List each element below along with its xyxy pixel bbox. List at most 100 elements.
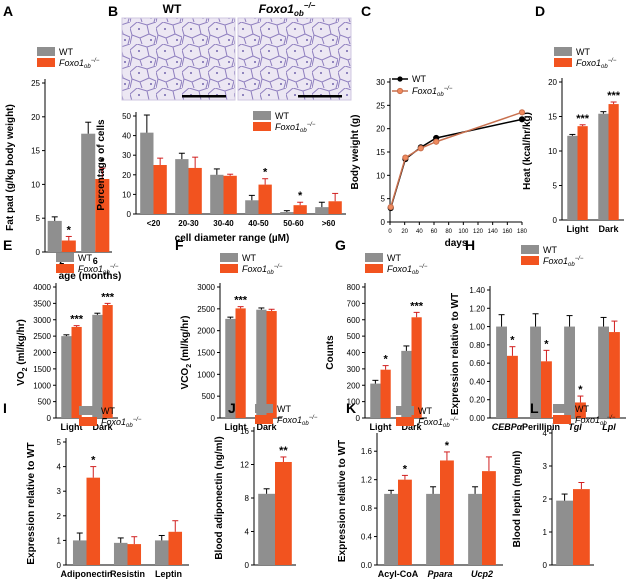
bar-wt bbox=[113, 542, 128, 565]
legend-label-ko: Foxo1ob−/− bbox=[277, 415, 318, 427]
panel-E: E 0 500 1000 1500 2000 2500 3000 3500 4000 VO2 (ml… bbox=[3, 237, 119, 432]
bar-wt bbox=[556, 500, 573, 565]
significance-mark: * bbox=[445, 440, 450, 452]
legend-label-ko: Foxo1ob−/− bbox=[59, 58, 100, 70]
panel-letter: L bbox=[530, 400, 539, 416]
y-axis-label: Expression relative to WT bbox=[26, 442, 37, 564]
bar-wt bbox=[384, 493, 398, 565]
series-line-ko bbox=[390, 111, 523, 208]
significance-mark: *** bbox=[101, 291, 115, 303]
panel-G: G 0 100 200 300 400 500 600 700 800 Counts * Light **… bbox=[325, 237, 428, 432]
series-line-wt bbox=[390, 118, 523, 209]
category-label: 50-60 bbox=[283, 219, 304, 228]
significance-mark: ** bbox=[279, 445, 288, 457]
significance-mark: * bbox=[263, 167, 268, 179]
y-tick-label: 500 bbox=[347, 332, 361, 341]
legend-label-wt: WT bbox=[275, 111, 289, 121]
x-tick-label: 0 bbox=[388, 229, 392, 235]
panel-C: C 0 5 10 15 20 25 30 Body weight (g) 0 20 40 60 80 100… bbox=[350, 3, 528, 249]
bar-wt bbox=[280, 212, 294, 214]
y-tick-label: 20 bbox=[548, 78, 557, 87]
legend-swatch-ko bbox=[37, 58, 55, 67]
legend-swatch-ko bbox=[56, 264, 74, 273]
y-tick-label: 100 bbox=[347, 398, 361, 407]
data-point-wt bbox=[518, 116, 526, 123]
y-axis-label: Fat pad (g/kg body weight) bbox=[5, 104, 16, 231]
y-tick-label: 1.00 bbox=[469, 323, 485, 332]
y-tick-label: 4 bbox=[57, 463, 62, 472]
y-tick-label: 5 bbox=[381, 195, 386, 204]
legend-label-ko: Foxo1ob−/− bbox=[418, 417, 459, 429]
y-tick-label: 10 bbox=[376, 171, 385, 180]
y-tick-label: 4000 bbox=[33, 283, 51, 292]
y-tick-label: 1500 bbox=[197, 349, 215, 358]
histology-ko-label: Foxo1ob−/− bbox=[259, 1, 316, 18]
legend-swatch-ko bbox=[220, 264, 238, 273]
bar-ko bbox=[266, 311, 277, 418]
bar-wt bbox=[92, 314, 103, 418]
y-tick-label: 25 bbox=[376, 101, 385, 110]
y-tick-label: 3 bbox=[57, 487, 62, 496]
legend-marker-wt bbox=[397, 76, 403, 82]
y-tick-label: 0 bbox=[245, 561, 250, 570]
bar-ko bbox=[411, 317, 422, 418]
y-tick-label: 50 bbox=[122, 112, 131, 121]
bar-ko bbox=[577, 126, 588, 220]
y-axis-label: Blood adiponectin (ng/ml) bbox=[214, 436, 225, 559]
panel-letter: G bbox=[335, 237, 346, 253]
bar-ko bbox=[168, 531, 183, 565]
bar-wt bbox=[468, 493, 482, 565]
bar-wt bbox=[47, 220, 62, 252]
data-point-ko bbox=[433, 138, 440, 145]
category-label: 30-40 bbox=[213, 219, 234, 228]
y-tick-label: 0.20 bbox=[469, 396, 485, 405]
panel-letter: A bbox=[3, 3, 13, 19]
panel-I: I 0 1 2 3 4 5 Expression relative to WT * Adipone… bbox=[3, 400, 189, 579]
panel-B: B 0 10 20 30 40 50 Percentage of cells <20 20-30 3… bbox=[96, 3, 346, 244]
y-tick-label: 4 bbox=[543, 429, 548, 438]
y-tick-label: 0 bbox=[57, 561, 62, 570]
legend-C: WT Foxo1ob−/− bbox=[392, 74, 453, 98]
y-tick-label: 16 bbox=[240, 427, 249, 436]
y-axis-label: Blood leptin (mg/ml) bbox=[512, 451, 523, 548]
bar-ko bbox=[258, 184, 272, 214]
legend-swatch-wt bbox=[396, 406, 414, 415]
x-tick-label: 20 bbox=[401, 229, 408, 235]
category-label: Perillipin bbox=[522, 422, 560, 432]
x-axis-label: age (months) bbox=[59, 271, 122, 282]
legend-marker-ko bbox=[396, 87, 404, 95]
y-axis-label: Expression relative to WT bbox=[450, 293, 461, 415]
legend-swatch-wt bbox=[56, 253, 74, 262]
category-label: Ucp2 bbox=[471, 569, 493, 579]
category-label: Light bbox=[370, 422, 392, 432]
legend-label-wt: WT bbox=[418, 406, 432, 416]
y-tick-label: 20 bbox=[31, 113, 40, 122]
y-tick-label: 3000 bbox=[33, 316, 51, 325]
bar-ko bbox=[71, 326, 82, 418]
y-tick-label: 500 bbox=[202, 392, 216, 401]
legend-label-ko: Foxo1ob−/− bbox=[543, 256, 584, 268]
y-tick-label: 30 bbox=[122, 151, 131, 160]
legend-swatch-ko bbox=[553, 415, 571, 424]
legend-swatch-ko bbox=[255, 415, 273, 424]
y-tick-label: 1.20 bbox=[469, 304, 485, 313]
y-axis-label: Body weight (g) bbox=[350, 115, 361, 190]
bar-ko bbox=[127, 544, 142, 565]
bar-wt bbox=[567, 135, 578, 220]
legend-label-wt: WT bbox=[412, 74, 426, 84]
category-label: Acyl-CoA bbox=[378, 569, 419, 579]
significance-mark: *** bbox=[607, 90, 621, 102]
y-tick-label: 0 bbox=[211, 414, 216, 423]
y-tick-label: 10 bbox=[548, 147, 557, 156]
bar-wt bbox=[140, 132, 154, 214]
legend-label-wt: WT bbox=[576, 47, 590, 57]
data-point-ko bbox=[417, 145, 424, 152]
significance-mark: * bbox=[578, 384, 583, 396]
bar-ko bbox=[153, 165, 167, 214]
category-label: Leptin bbox=[155, 569, 182, 579]
